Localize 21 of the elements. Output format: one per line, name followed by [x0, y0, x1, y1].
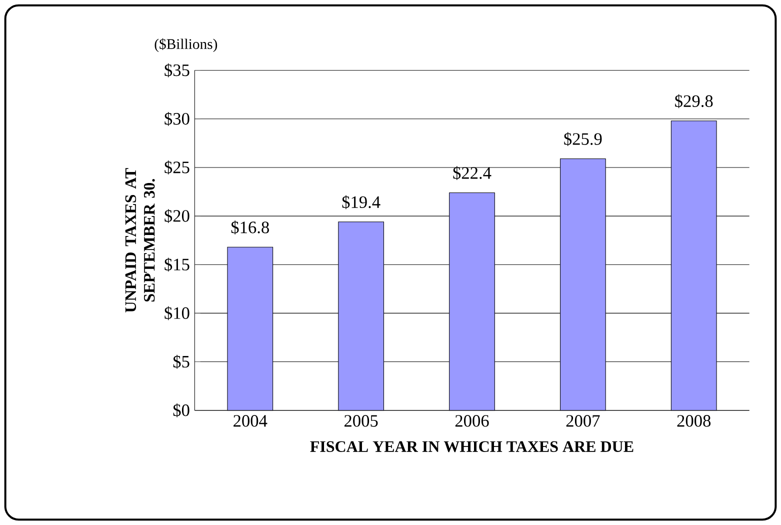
y-tick-label: $10: [164, 306, 190, 320]
y-axis-title: UNPAID TAXES AT SEPTEMBER 30.: [125, 168, 155, 312]
data-label: $22.4: [453, 166, 492, 180]
y-tick-label: $25: [164, 160, 190, 174]
y-tick-label: $35: [164, 63, 190, 78]
x-tick-label: 2004: [234, 415, 268, 427]
data-label: $19.4: [342, 195, 380, 210]
y-tick-label: $0: [173, 403, 190, 418]
y-tick-label: $20: [164, 209, 190, 223]
data-label: $16.8: [231, 220, 269, 234]
y-tick-label: $5: [173, 354, 190, 369]
data-label: $29.8: [675, 94, 713, 108]
y-tick-label: $30: [164, 112, 190, 126]
data-label: $25.9: [564, 132, 602, 146]
y-tick-label: $15: [164, 258, 190, 272]
x-tick-label: 2005: [344, 415, 378, 427]
x-axis-title: FISCAL YEAR IN WHICH TAXES ARE DUE: [310, 441, 634, 452]
x-tick-label: 2007: [566, 415, 600, 427]
text: ($Billions): [154, 38, 218, 52]
x-tick-label: 2008: [677, 415, 711, 427]
x-tick-label: 2006: [455, 415, 489, 427]
